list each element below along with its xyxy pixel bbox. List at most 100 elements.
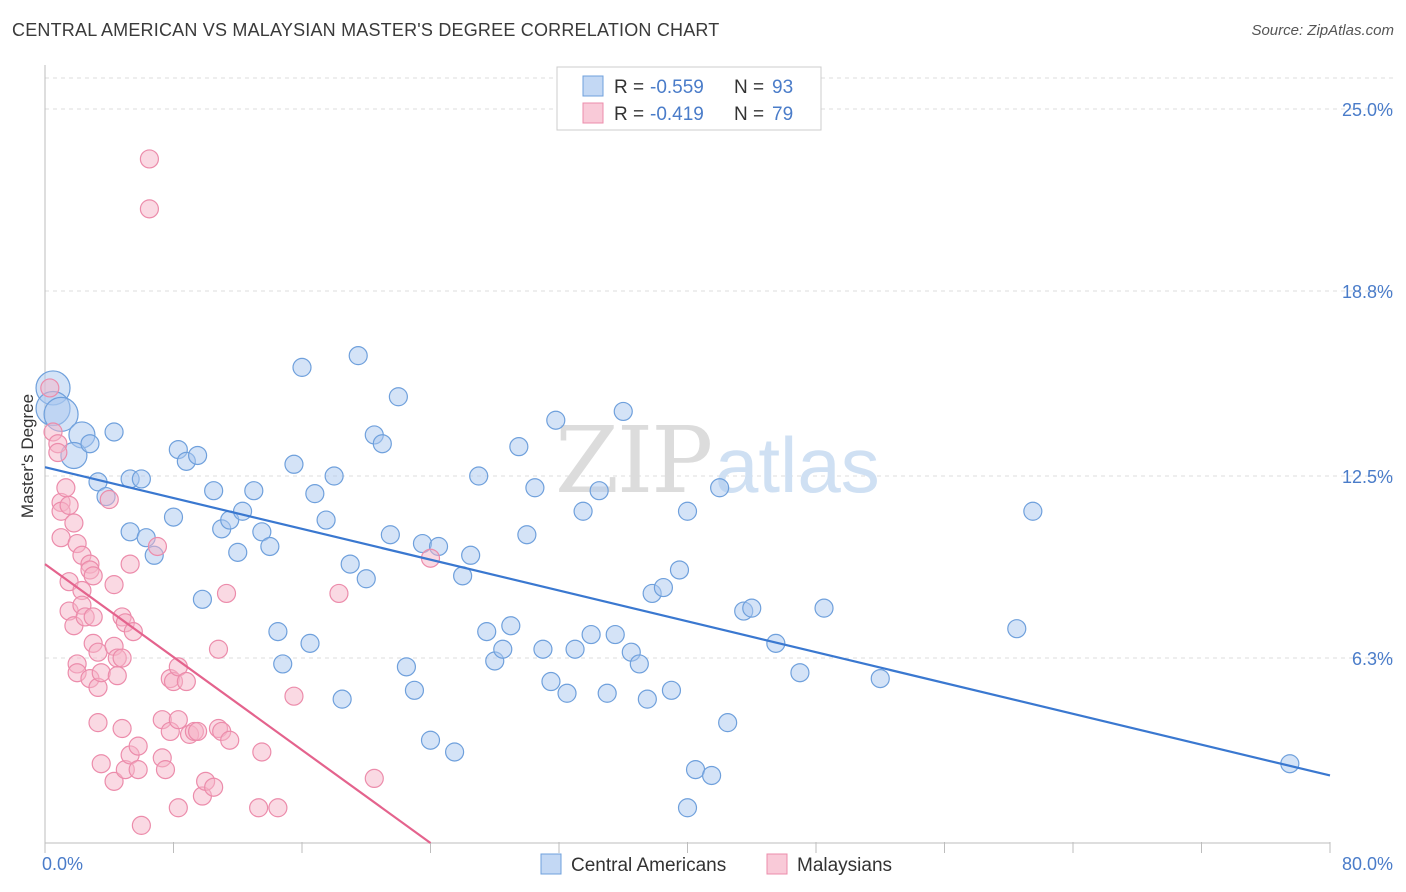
central-american-point <box>546 410 566 430</box>
malaysian-point <box>83 566 103 586</box>
central-american-point <box>493 639 513 659</box>
central-american-point <box>228 542 248 562</box>
legend-swatch <box>582 75 604 97</box>
malaysian-point <box>128 760 148 780</box>
central-american-point <box>533 639 553 659</box>
central-american-point <box>332 689 352 709</box>
watermark-atlas: atlas <box>715 421 880 509</box>
legend-r-label: R = <box>614 104 644 125</box>
legend-box: R = -0.559 N = 93 R = -0.419 N = 79 <box>556 66 822 131</box>
central-american-point <box>192 589 213 609</box>
malaysian-point <box>112 648 132 668</box>
malaysian-point <box>168 798 188 818</box>
malaysian-point <box>56 478 76 498</box>
axes <box>44 65 1331 853</box>
central-american-point <box>669 560 690 580</box>
central-american-point <box>1023 501 1043 521</box>
malaysian-point <box>268 798 288 818</box>
malaysian-point <box>83 607 103 627</box>
malaysian-point <box>104 771 124 791</box>
central-american-point <box>501 616 521 636</box>
central-american-point <box>565 639 585 659</box>
central-american-point <box>710 478 730 498</box>
malaysian-point <box>64 513 84 533</box>
legend-swatch <box>582 102 604 124</box>
bottom-legend-swatch <box>766 853 788 875</box>
central-american-point <box>677 501 698 521</box>
trend-lines <box>44 466 1331 844</box>
malaysian-point <box>364 768 384 789</box>
x-tick-label: 0.0% <box>42 854 83 874</box>
malaysian-point <box>131 815 151 835</box>
malaysian-point <box>128 736 148 756</box>
watermark-zip: ZIP <box>555 407 711 514</box>
y-tick-label: 6.3% <box>1352 649 1393 669</box>
central-american-point <box>316 510 336 530</box>
legend-central-americans: Central Americans <box>571 855 726 876</box>
central-american-point <box>661 680 682 700</box>
central-american-point <box>742 598 762 618</box>
central-american-point <box>380 525 400 545</box>
legend-r-value: -0.419 <box>650 104 704 125</box>
central-american-point <box>573 501 593 521</box>
central-american-point <box>870 668 890 689</box>
central-american-point <box>637 689 657 709</box>
malaysian-point <box>220 730 240 750</box>
central-american-point <box>477 622 497 642</box>
watermark: ZIP atlas <box>555 407 880 514</box>
malaysian-point <box>187 721 208 742</box>
central-american-point <box>348 346 368 366</box>
malaysian-point <box>88 642 108 662</box>
central-american-point <box>589 481 609 501</box>
central-american-point <box>356 569 376 589</box>
central-american-point <box>273 654 293 674</box>
legend-malaysians: Malaysians <box>797 855 892 876</box>
legend-n-label: N = <box>734 104 764 125</box>
central-american-point <box>525 478 545 498</box>
central-american-point <box>420 730 441 750</box>
central-american-point <box>340 554 360 574</box>
y-tick-label: 18.8% <box>1342 282 1393 302</box>
central-american-trend-line <box>44 466 1331 777</box>
central-american-point <box>557 683 577 703</box>
central-american-point <box>131 469 151 489</box>
central-american-point <box>300 633 320 653</box>
y-tick-label: 25.0% <box>1342 100 1393 120</box>
central-american-point <box>444 742 465 762</box>
central-american-point <box>718 713 738 733</box>
central-american-point <box>204 481 224 501</box>
central-american-point <box>469 466 489 486</box>
central-american-point <box>120 522 140 542</box>
bottom-legend: Central Americans Malaysians <box>540 853 892 876</box>
central-american-point <box>396 657 417 677</box>
central-american-point <box>629 654 649 674</box>
malaysian-point <box>216 583 237 604</box>
legend-n-value: 79 <box>772 104 793 125</box>
legend-n-value: 93 <box>772 77 793 98</box>
central-american-point <box>187 445 208 466</box>
central-american-point <box>388 387 408 407</box>
central-american-point <box>163 507 184 527</box>
central-american-point <box>404 680 425 700</box>
central-american-point <box>790 663 810 683</box>
central-american-point <box>1007 619 1027 639</box>
central-american-point <box>305 484 325 504</box>
malaysian-point <box>123 622 143 642</box>
malaysian-point <box>147 536 168 557</box>
central-american-point <box>517 525 537 545</box>
central-american-point <box>284 454 304 474</box>
malaysian-point <box>107 666 127 686</box>
source-label: Source: ZipAtlas.com <box>1251 22 1394 39</box>
malaysian-point <box>284 686 304 706</box>
malaysian-point <box>252 742 272 762</box>
central-american-point <box>244 481 264 501</box>
malaysian-point <box>40 378 60 398</box>
gridlines <box>45 77 1395 659</box>
central-american-point <box>268 622 288 642</box>
malaysian-point <box>91 754 111 774</box>
x-tick-labels: 0.0% 80.0% <box>42 854 1393 874</box>
central-american-point <box>701 765 722 786</box>
central-american-point <box>653 577 674 598</box>
central-american-point <box>104 422 124 442</box>
x-tick-label: 80.0% <box>1342 854 1393 874</box>
